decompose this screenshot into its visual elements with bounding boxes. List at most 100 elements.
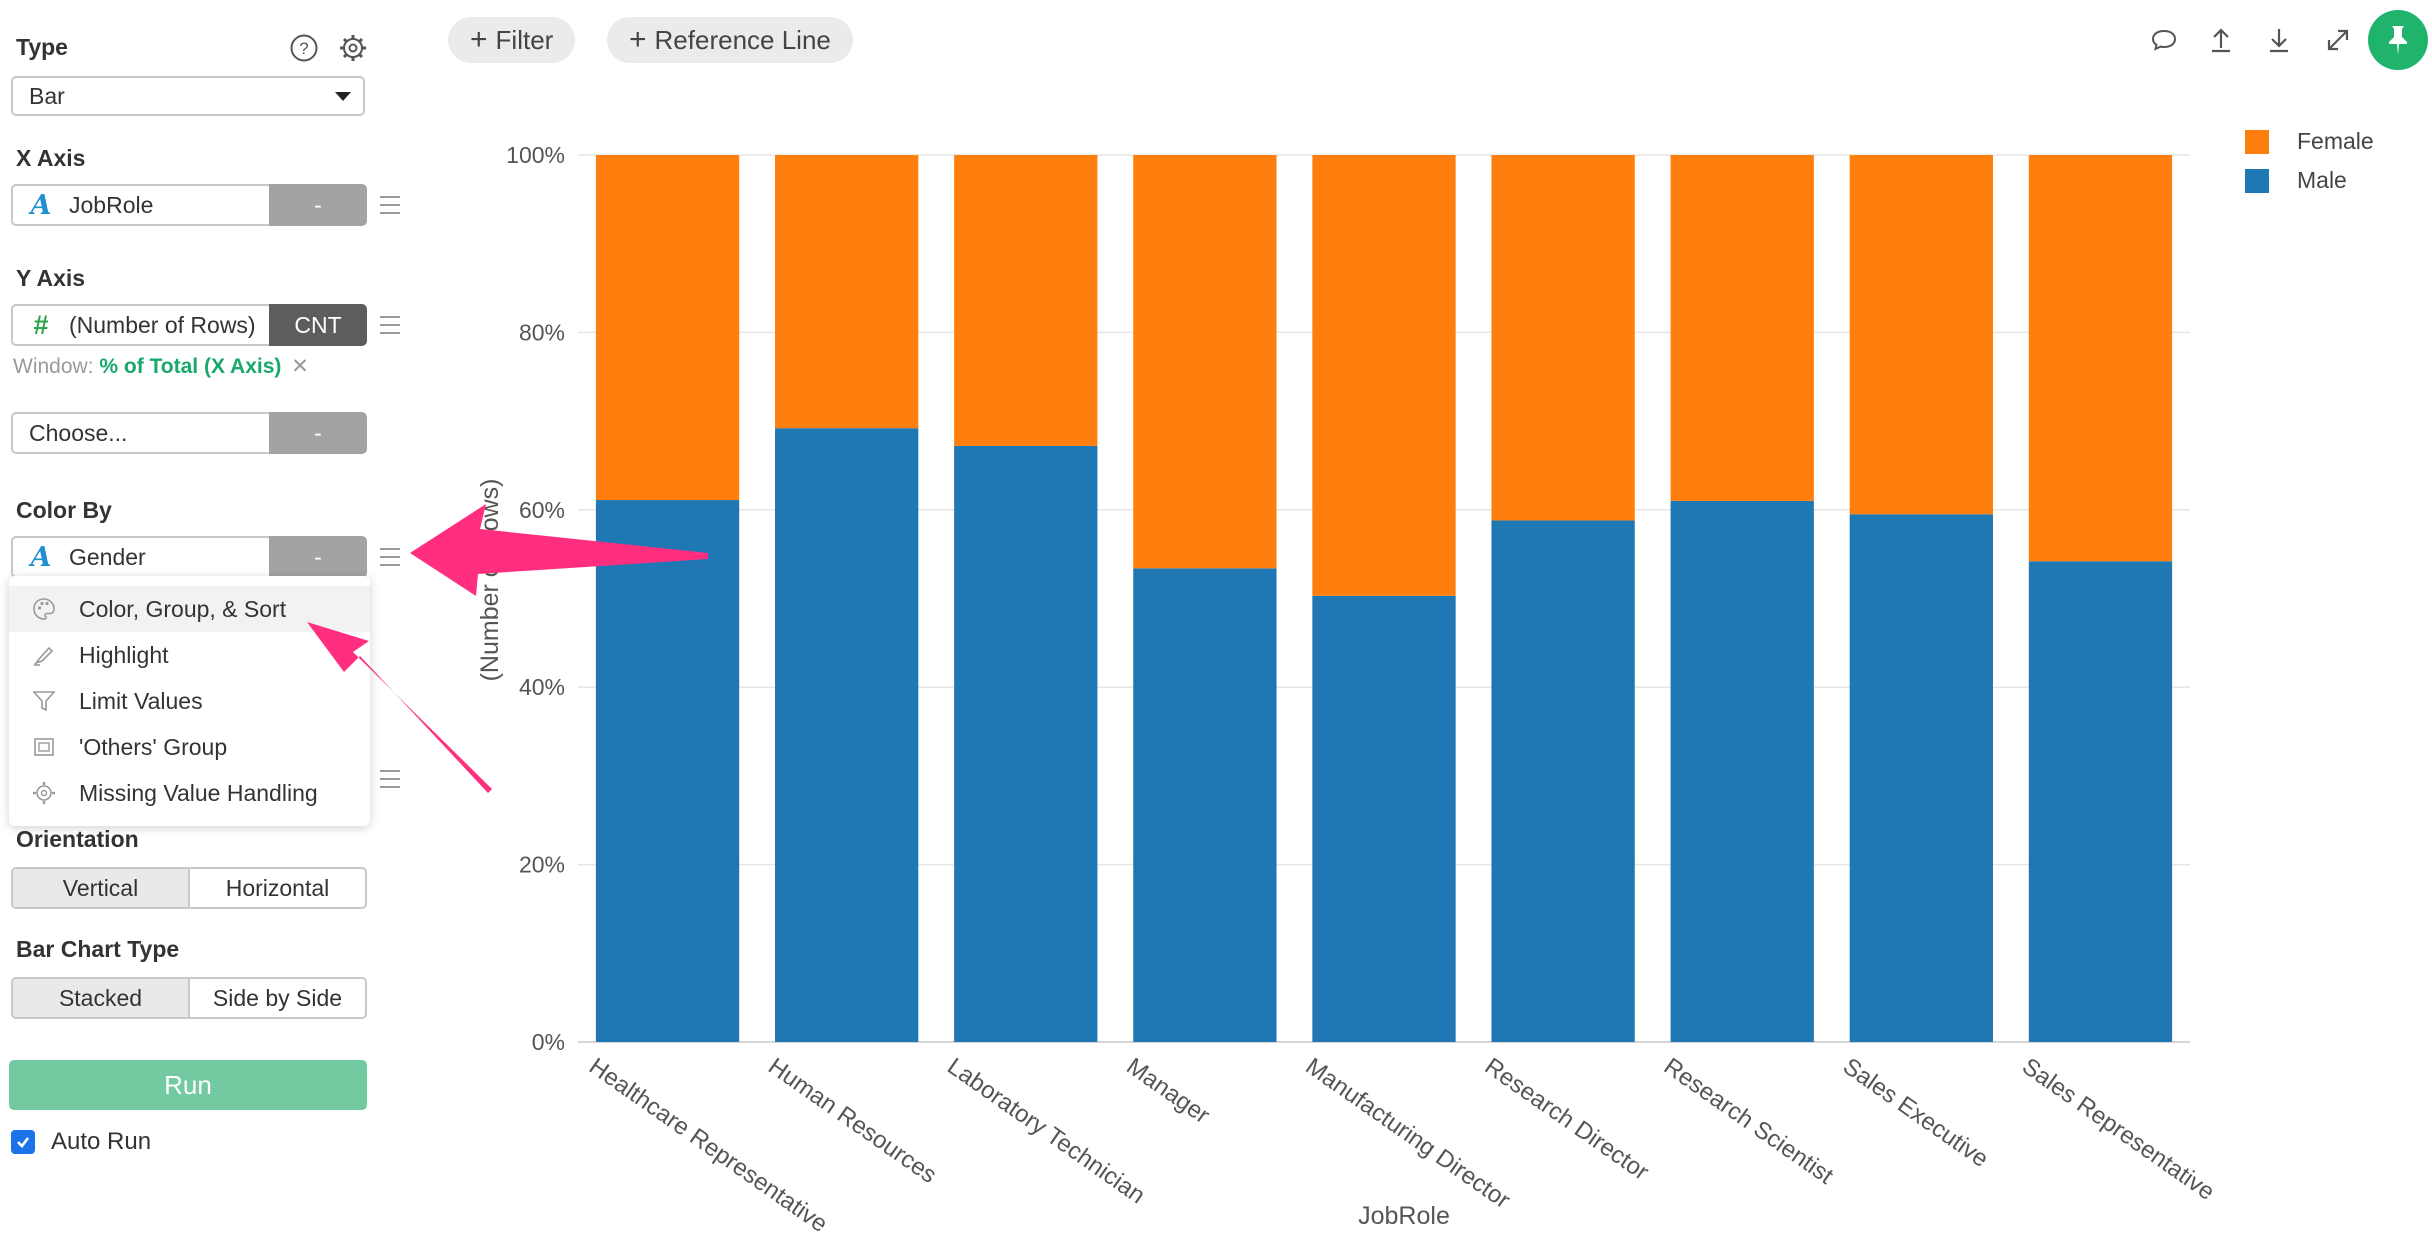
bar-female[interactable] [1133,155,1277,569]
legend-swatch [2245,168,2269,193]
annotation-arrow [410,504,708,596]
bar-male[interactable] [2028,561,2173,1042]
y-axis-menu-icon[interactable] [380,316,400,340]
bar-male[interactable] [954,445,1098,1042]
help-icon[interactable]: ? [289,33,319,63]
bar-chart-type-label: Bar Chart Type [16,936,180,962]
settings-panel: Type ? Bar X Axis A JobRole - Y Axis # (… [0,0,400,1242]
y-tick-label: 100% [506,142,565,168]
svg-text:?: ? [299,39,308,58]
bar-female[interactable] [1491,155,1635,521]
color-by-aggregation-button[interactable]: - [269,536,367,578]
auto-run-checkbox[interactable] [11,1130,35,1154]
orientation-toggle: Vertical Horizontal [11,867,367,909]
y-axis-aggregation-button[interactable]: CNT [269,304,367,346]
color-by-label: Color By [16,497,112,523]
string-type-icon: A [30,541,52,573]
auto-run-label: Auto Run [51,1128,152,1155]
chevron-down-icon [335,92,351,101]
bar-male[interactable] [775,428,919,1042]
comment-icon[interactable] [2148,24,2180,56]
bar-female[interactable] [954,155,1098,446]
annotation-arrow [307,622,492,793]
upload-icon[interactable] [2205,24,2237,56]
color-by-field-name: Gender [69,543,146,570]
size-menu-icon[interactable] [380,770,400,794]
orientation-vertical-button[interactable]: Vertical [11,867,190,909]
extra-field[interactable]: Choose... [11,412,269,454]
reference-line-button[interactable]: + Reference Line [607,17,853,63]
window-label: Window: [13,355,94,378]
menu-item-limit-values[interactable]: Limit Values [9,678,370,724]
run-button[interactable]: Run [9,1060,367,1110]
close-icon[interactable]: ✕ [291,355,309,378]
number-type-icon: # [33,309,49,340]
gear-icon [33,782,55,804]
legend-label: Female [2297,128,2374,154]
extra-aggregation-button[interactable]: - [269,412,367,454]
menu-item-label: Limit Values [79,687,203,714]
legend: Female Male [2245,122,2374,200]
string-type-icon: A [30,189,52,221]
menu-item-highlight[interactable]: Highlight [9,632,370,678]
menu-item-label: Missing Value Handling [79,779,318,806]
filter-icon [32,691,56,712]
bar-female[interactable] [2028,155,2173,562]
bar-male[interactable] [1312,595,1456,1042]
menu-item-missing-value-handling[interactable]: Missing Value Handling [9,770,370,816]
menu-item-color-group-sort[interactable]: Color, Group, & Sort [9,586,370,632]
bar-male[interactable] [595,500,740,1043]
gear-icon[interactable] [338,33,368,63]
bar-female[interactable] [1670,155,1814,501]
menu-item-label: 'Others' Group [79,733,228,760]
extra-field-placeholder: Choose... [29,419,128,446]
filter-button[interactable]: + Filter [448,17,576,63]
color-by-field[interactable]: A Gender [11,536,269,578]
bar-female[interactable] [595,155,740,501]
x-axis-menu-icon[interactable] [380,196,400,220]
download-icon[interactable] [2263,24,2295,56]
type-select-value: Bar [29,82,65,109]
auto-run[interactable]: Auto Run [11,1128,151,1156]
type-select[interactable]: Bar [11,76,365,116]
highlight-icon [33,646,54,666]
menu-item-label: Color, Group, & Sort [79,595,287,622]
y-tick-label: 40% [519,674,565,700]
bar-female[interactable] [775,155,919,429]
y-tick-label: 20% [519,852,565,878]
plus-icon: + [629,23,647,56]
bar-male[interactable] [1133,568,1277,1042]
orientation-horizontal-button[interactable]: Horizontal [190,867,367,909]
type-label: Type [16,34,68,60]
menu-item-others-group[interactable]: 'Others' Group [9,724,370,770]
window-calculation: Window: % of Total (X Axis) ✕ [13,354,309,379]
side-by-side-button[interactable]: Side by Side [190,977,367,1019]
bar-female[interactable] [1849,155,1993,515]
expand-icon[interactable] [2322,24,2354,56]
y-tick-label: 80% [519,319,565,345]
color-by-menu-icon[interactable] [380,548,400,572]
color-by-dropdown-menu: Color, Group, & Sort Highlight Limit Val… [9,576,370,826]
plus-icon: + [470,23,488,56]
stacked-button[interactable]: Stacked [11,977,190,1019]
filter-button-label: Filter [495,24,554,55]
legend-item-female[interactable]: Female [2245,122,2374,161]
bar-male[interactable] [1849,514,1993,1042]
x-axis-label: X Axis [16,145,86,171]
bar-male[interactable] [1491,520,1635,1042]
bar-female[interactable] [1312,155,1456,596]
y-axis-field-name: (Number of Rows) [69,311,256,338]
x-axis-aggregation-button[interactable]: - [269,184,367,226]
x-axis-field-name: JobRole [69,191,154,218]
reference-line-button-label: Reference Line [654,24,831,55]
x-axis-title: JobRole [1358,1202,1450,1230]
window-value[interactable]: % of Total (X Axis) [99,355,282,378]
pin-button[interactable] [2368,10,2428,70]
legend-item-male[interactable]: Male [2245,161,2374,200]
y-tick-label: 0% [532,1029,565,1055]
x-axis-field[interactable]: A JobRole [11,184,269,226]
y-axis-field[interactable]: # (Number of Rows) [11,304,269,346]
bar-male[interactable] [1670,500,1814,1042]
